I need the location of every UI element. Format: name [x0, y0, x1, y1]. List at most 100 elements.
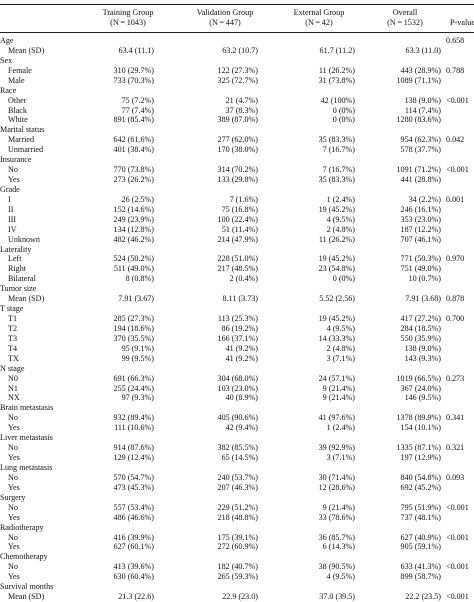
row-label: No [8, 165, 18, 175]
cell-pvalue: <0.001 [446, 165, 469, 175]
cell-external: 19 (45.2%) [318, 204, 355, 214]
cell-external: 1 (2.4%) [326, 423, 355, 433]
table-row: Male 733 (70.3%) 325 (72.7%) 31 (73.8%) 1089… [0, 76, 474, 86]
table-row: Yes 627 (60.1%) 272 (60.9%) 6 (14.3%) 905 (5… [0, 542, 474, 552]
row-label: T stage [0, 304, 24, 314]
row-label: T2 [8, 323, 17, 333]
cell-training: 285 (27.3%) [113, 314, 154, 324]
row-label: N1 [8, 383, 18, 393]
cell-training: 21.3 (22.6) [118, 592, 154, 602]
cell-validation: 314 (70.2%) [217, 165, 258, 175]
cell-pvalue: 0.001 [446, 194, 465, 204]
cell-pvalue: <0.001 [446, 532, 469, 542]
cell-validation: 175 (39.1%) [217, 532, 258, 542]
table-row: Other 75 (7.2%) 21 (4.7%) 42 (100%) 138 (9.0… [0, 96, 474, 106]
cell-pvalue: 0.658 [446, 36, 465, 45]
cell-pvalue: <0.001 [446, 502, 469, 512]
table-row: Yes 273 (26.2%) 133 (29.8%) 35 (83.3%) 441 (… [0, 175, 474, 185]
row-label: No [8, 413, 18, 423]
cell-training: 97 (9.3%) [121, 393, 154, 403]
cell-validation: 170 (38.0%) [217, 145, 258, 155]
cell-validation: 228 (51.0%) [217, 254, 258, 264]
table-row: Black 77 (7.4%) 37 (8.3%) 0 (0%) 114 (7.4%) [0, 106, 474, 116]
cell-validation: 37 (8.3%) [225, 105, 258, 115]
cell-external: 4 (9.5%) [326, 214, 355, 224]
cell-external: 41 (97.6%) [318, 413, 355, 423]
cell-overall: 751 (49.0%) [400, 264, 441, 274]
row-label: II [8, 204, 14, 214]
cell-external: 9 (21.4%) [322, 393, 355, 403]
cell-training: 642 (61.6%) [113, 135, 154, 145]
cell-validation: 325 (72.7%) [217, 75, 258, 85]
table-row: TX 99 (9.5%) 41 (9.2%) 3 (7.1%) 143 (9.3%) [0, 354, 474, 364]
cell-training: 486 (46.6%) [113, 512, 154, 522]
cell-overall: 146 (9.5%) [404, 393, 441, 403]
cell-overall: 1335 (87.1%) [396, 443, 441, 453]
table-row: No 770 (73.8%) 314 (70.2%) 7 (16.7%) 1091 (7… [0, 165, 474, 175]
cell-overall: 1091 (71.2%) [396, 165, 441, 175]
cell-validation: 214 (47.9%) [217, 234, 258, 244]
cell-validation: 405 (90.6%) [217, 413, 258, 423]
cell-overall: 707 (46.1%) [400, 234, 441, 244]
row-label: Mean (SD) [8, 45, 45, 55]
cell-validation: 51 (11.4%) [221, 224, 258, 234]
row-label: T1 [8, 314, 17, 324]
cell-validation: 65 (14.5%) [221, 453, 258, 463]
cell-training: 511 (49.0%) [113, 264, 154, 274]
table-section-row: Insurance [0, 155, 474, 165]
table-row: II 152 (14.6%) 75 (16.8%) 19 (45.2%) 246 (16… [0, 205, 474, 215]
cell-external: 2 (4.8%) [326, 224, 355, 234]
table-row: No 914 (87.6%) 382 (85.5%) 39 (92.9%) 1335 (… [0, 443, 474, 453]
table-section-row: Sex [0, 56, 474, 66]
cell-training: 26 (2.5%) [121, 194, 154, 204]
table-row: Unknown 482 (46.2%) 214 (47.9%) 11 (26.2%) 7… [0, 235, 474, 245]
row-label: Yes [8, 542, 20, 552]
cell-validation: 41 (9.2%) [225, 343, 258, 353]
table-section-row: Laterality [0, 245, 474, 255]
row-label: Right [8, 264, 26, 274]
row-label: Mean (SD) [8, 592, 45, 602]
cell-validation: 22.9 (23.0) [222, 592, 258, 602]
table-row: No 570 (54.7%) 240 (53.7%) 30 (71.4%) 840 (5… [0, 473, 474, 483]
cell-training: 310 (29.7%) [113, 65, 154, 75]
cell-overall: 7.91 (3.68) [405, 294, 441, 304]
cell-external: 30 (71.4%) [318, 472, 355, 482]
cell-validation: 100 (22.4%) [217, 214, 258, 224]
cell-overall: 905 (59.1%) [400, 542, 441, 552]
cell-external: 35 (83.3%) [318, 135, 355, 145]
cell-pvalue: 0.788 [446, 65, 465, 75]
table-row: Yes 129 (12.4%) 65 (14.5%) 3 (7.1%) 197 (12.… [0, 453, 474, 463]
cell-external: 1 (2.4%) [326, 194, 355, 204]
cell-external: 4 (9.5%) [326, 572, 355, 582]
cell-external: 19 (45.2%) [318, 314, 355, 324]
cell-pvalue: <0.001 [446, 95, 469, 105]
table-section-row: N stage [0, 364, 474, 374]
cell-validation: 86 (19.2%) [221, 323, 258, 333]
table-section-row: Brain metastasis [0, 403, 474, 413]
row-label: Other [8, 95, 27, 105]
cell-overall: 795 (51.9%) [400, 502, 441, 512]
cell-external: 3 (7.1%) [326, 353, 355, 363]
cell-overall: 353 (23.0%) [400, 214, 441, 224]
cell-overall: 1019 (66.5%) [396, 373, 441, 383]
cell-pvalue: 0.700 [446, 314, 465, 324]
cell-external: 9 (21.4%) [322, 502, 355, 512]
table-section-row: Survival months [0, 582, 474, 592]
row-label: N0 [8, 373, 18, 383]
row-label: Brain metastasis [0, 403, 54, 413]
cell-training: 570 (54.7%) [113, 472, 154, 482]
cell-validation: 265 (59.3%) [217, 572, 258, 582]
cell-training: 273 (26.2%) [113, 175, 154, 185]
cell-training: 482 (46.2%) [113, 234, 154, 244]
cell-validation: 182 (40.7%) [217, 562, 258, 572]
row-label: Yes [8, 453, 20, 463]
cell-overall: 954 (62.3%) [400, 135, 441, 145]
row-label: Sex [0, 55, 13, 65]
table-section-row: T stage [0, 304, 474, 314]
row-label: No [8, 562, 18, 572]
table-top-rule [0, 4, 474, 5]
table-row: N1 255 (24.4%) 103 (23.0%) 9 (21.4%) 367 (24… [0, 384, 474, 394]
table-row: Mean (SD) 7.91 (3.67) 8.11 (3.73) 5.52 (2.5… [0, 294, 474, 304]
row-label: Race [0, 85, 17, 95]
row-label: Yes [8, 482, 20, 492]
